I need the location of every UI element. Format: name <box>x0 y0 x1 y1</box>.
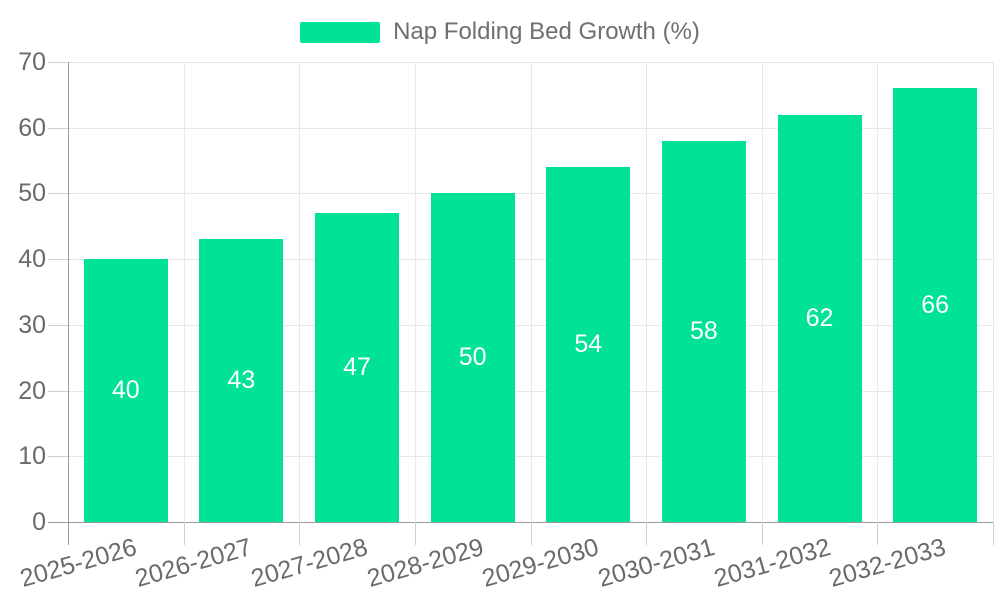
y-axis-tick-label: 30 <box>18 310 46 339</box>
y-axis-tick-label: 10 <box>18 442 46 471</box>
y-tick-mark <box>48 456 68 458</box>
legend-swatch-icon <box>300 21 381 43</box>
bar-value-label: 47 <box>343 353 371 382</box>
bar[interactable]: 40 <box>83 259 168 522</box>
bar[interactable]: 58 <box>661 140 746 522</box>
gridline-vertical <box>414 62 416 522</box>
bar[interactable]: 66 <box>893 88 978 522</box>
y-axis-tick-label: 60 <box>18 113 46 142</box>
bar-value-label: 62 <box>805 303 834 332</box>
y-tick-mark <box>48 259 68 261</box>
y-axis-tick-label: 0 <box>32 508 46 536</box>
bar-value-label: 66 <box>921 290 950 319</box>
y-tick-mark <box>48 324 68 326</box>
legend-label: Nap Folding Bed Growth (%) <box>393 18 700 45</box>
bar-value-label: 43 <box>227 366 256 395</box>
x-tick-mark <box>530 522 532 545</box>
gridline-vertical <box>877 62 879 522</box>
x-tick-mark <box>646 522 648 545</box>
x-tick-mark <box>993 522 994 545</box>
gridline-vertical <box>761 62 763 522</box>
x-axis-line <box>48 522 993 523</box>
bar[interactable]: 54 <box>546 167 631 522</box>
x-tick-mark <box>877 522 879 545</box>
y-axis-tick-label: 40 <box>18 245 46 274</box>
bar[interactable]: 50 <box>430 193 515 522</box>
y-axis-line <box>68 62 69 545</box>
gridline-vertical <box>646 62 648 522</box>
gridline-vertical <box>530 62 532 522</box>
y-axis-tick-label: 20 <box>18 376 46 405</box>
bar-value-label: 54 <box>574 330 603 359</box>
y-tick-mark <box>48 62 68 63</box>
y-axis-tick-label: 70 <box>18 48 46 76</box>
y-axis-tick-label: 50 <box>18 179 46 208</box>
x-tick-mark <box>414 522 416 545</box>
y-tick-mark <box>48 127 68 129</box>
y-tick-mark <box>48 193 68 195</box>
gridline-vertical <box>183 62 185 522</box>
y-tick-mark <box>48 390 68 392</box>
chart-legend[interactable]: Nap Folding Bed Growth (%) <box>0 18 1000 46</box>
x-tick-mark <box>299 522 301 545</box>
bar-value-label: 50 <box>458 343 487 372</box>
bar[interactable]: 43 <box>199 239 284 522</box>
bar[interactable]: 47 <box>315 213 400 522</box>
bar-value-label: 58 <box>690 316 718 345</box>
gridline-vertical <box>299 62 301 522</box>
x-tick-mark <box>761 522 763 545</box>
bar[interactable]: 62 <box>777 114 862 522</box>
bar-value-label: 40 <box>111 376 140 405</box>
gridline-vertical <box>993 62 994 522</box>
x-tick-mark <box>183 522 185 545</box>
